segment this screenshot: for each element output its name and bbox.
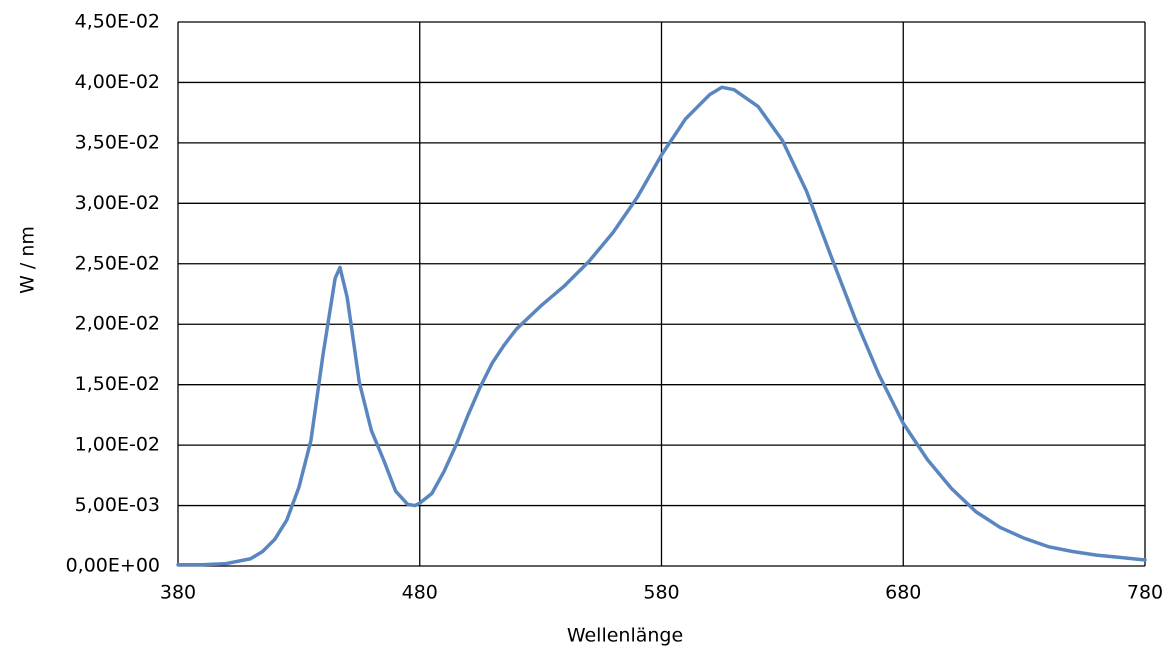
x-tick-label: 780 [1127,582,1163,604]
y-tick-label: 2,00E-02 [75,313,160,335]
x-tick-label: 680 [885,582,921,604]
y-tick-label: 3,50E-02 [75,131,160,153]
y-tick-label: 1,50E-02 [75,373,160,395]
y-tick-label: 4,50E-02 [75,11,160,33]
x-tick-label: 480 [402,582,438,604]
y-axis-label: W / nm [17,226,39,294]
y-tick-label: 2,50E-02 [75,252,160,274]
x-axis-label: Wellenlänge [567,625,683,647]
y-tick-label: 0,00E+00 [66,555,160,577]
y-tick-label: 4,00E-02 [75,71,160,93]
x-tick-label: 580 [643,582,679,604]
y-tick-label: 5,00E-03 [75,494,160,516]
x-tick-label: 380 [160,582,196,604]
y-tick-label: 1,00E-02 [75,434,160,456]
data-line [176,85,1147,567]
y-tick-label: 3,00E-02 [75,192,160,214]
